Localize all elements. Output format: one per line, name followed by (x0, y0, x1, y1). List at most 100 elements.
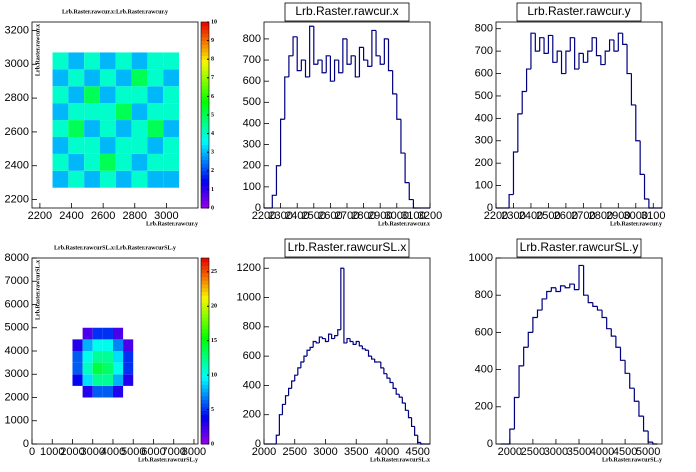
cell (131, 153, 148, 171)
y-tick-label: 300 (243, 138, 261, 150)
palette-step (201, 107, 209, 112)
cell (72, 328, 82, 340)
histogram-step (354, 55, 360, 78)
histogram-step (281, 403, 286, 415)
chart-title: Lrb.Raster.rawcurSL.x (288, 240, 407, 254)
palette-step (201, 51, 209, 56)
y-tick-label: 1200 (237, 262, 261, 274)
histogram-step (582, 53, 588, 63)
histogram-step (288, 55, 294, 77)
cell (92, 327, 103, 340)
histogram-step (635, 104, 641, 142)
x-tick-label: 2700 (335, 210, 359, 222)
z-tick-label: 0 (211, 205, 214, 211)
histogram-step (398, 394, 403, 398)
z-tick-label: 20 (211, 304, 217, 310)
histogram-step (375, 30, 381, 57)
cell (99, 69, 116, 87)
z-tick-label: 0 (211, 441, 214, 447)
palette-step (201, 421, 209, 426)
cell (68, 120, 85, 137)
x-axis-label: Lrb.Raster.rawcurSL.x (370, 457, 430, 463)
pad: Lrb.Raster.rawcurSL.y2000250030003500400… (469, 238, 663, 463)
histogram-step (638, 401, 644, 417)
x-tick-label: 4000 (101, 446, 125, 458)
histogram-step (532, 316, 538, 333)
histogram-step (364, 348, 369, 351)
histogram-step (583, 265, 589, 296)
cell (72, 362, 83, 375)
palette-step (201, 384, 209, 389)
palette-step (201, 122, 209, 127)
cell (72, 386, 82, 398)
histogram-step (573, 284, 579, 291)
x-axis-label: Lrb.Raster.rawcur.y (146, 221, 198, 227)
histogram-step (555, 287, 561, 293)
palette-step (201, 126, 209, 131)
palette-step (201, 88, 209, 94)
histogram-step (278, 414, 283, 436)
cell (99, 52, 116, 70)
cell (112, 385, 124, 398)
histogram-step (387, 38, 393, 72)
y-tick-label: 400 (475, 112, 493, 124)
cell (163, 52, 180, 70)
histogram-step (300, 361, 304, 368)
palette-step (201, 261, 209, 266)
cell (102, 327, 113, 340)
x-tick-label: 2500 (536, 210, 560, 222)
z-tick-label: 8 (211, 57, 214, 63)
palette-step (201, 36, 209, 42)
palette-step (201, 44, 209, 49)
histogram-step (401, 397, 406, 404)
cell (99, 136, 116, 154)
chart-title: Lrb.Raster.rawcur.y (527, 4, 630, 18)
y-tick-label: 500 (243, 96, 261, 108)
palette-step (201, 276, 209, 281)
histogram-step (294, 374, 298, 382)
y-tick-label: 600 (475, 67, 493, 79)
palette-step (201, 62, 209, 68)
histogram-step (543, 37, 549, 54)
histogram-step (329, 55, 335, 82)
histogram-step (552, 35, 558, 63)
cell (131, 52, 148, 70)
histogram-step (527, 331, 533, 348)
palette-step (201, 365, 209, 371)
x-tick-label: 2700 (571, 210, 595, 222)
z-tick-label: 15 (211, 338, 217, 344)
cell (163, 153, 180, 171)
x-tick-label: 0 (29, 446, 35, 458)
histogram-step (591, 37, 597, 52)
palette-step (201, 436, 209, 441)
cell (52, 69, 69, 87)
cell (123, 351, 134, 363)
histogram-step (541, 298, 547, 311)
palette-step (201, 129, 209, 135)
cell (99, 153, 116, 171)
palette-step (201, 77, 209, 83)
cell (82, 374, 93, 386)
histogram-step (386, 373, 391, 379)
palette-step (201, 100, 209, 105)
histogram-step (508, 193, 514, 208)
z-tick-label: 3 (211, 150, 214, 156)
histogram-step (358, 341, 363, 347)
palette-step (201, 388, 209, 393)
cell (115, 170, 132, 188)
x-axis-label: Lrb.Raster.rawcur.y (610, 221, 662, 227)
cell (84, 153, 100, 171)
palette-step (201, 373, 209, 378)
chart-title: Lrb.Raster.rawcur.x (295, 4, 398, 18)
x-tick-label: 1000 (40, 446, 64, 458)
palette-step (201, 432, 209, 438)
histogram-step (367, 350, 372, 357)
histogram-step (622, 33, 628, 46)
x-tick-label: 3000 (313, 446, 337, 458)
histogram-step (624, 360, 630, 374)
histogram-step (303, 355, 308, 362)
cell (99, 86, 116, 104)
histogram-step (292, 36, 298, 56)
histogram-step (370, 356, 375, 360)
